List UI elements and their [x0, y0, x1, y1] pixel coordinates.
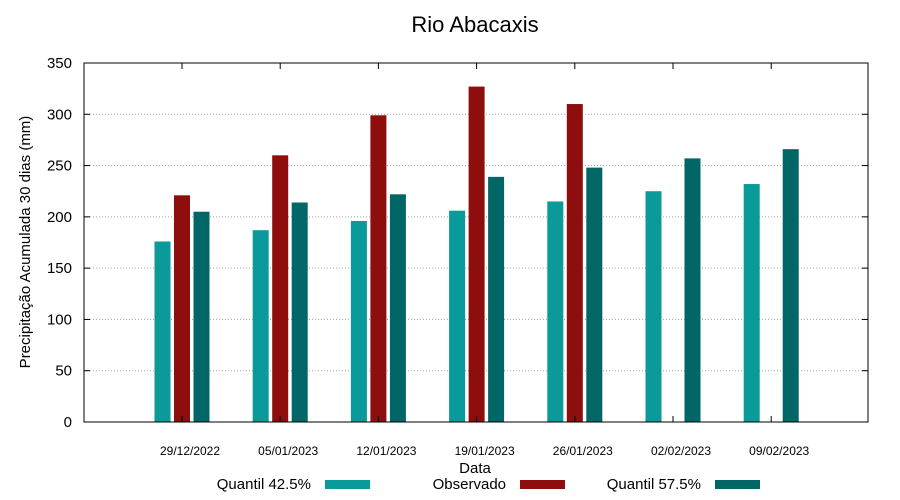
- legend-swatch: [715, 480, 760, 489]
- chart-title: Rio Abacaxis: [411, 12, 538, 37]
- legend: Quantil 42.5% Observado Quantil 57.5%: [217, 476, 760, 493]
- y-tick-label: 150: [47, 260, 72, 277]
- bar: [743, 184, 760, 422]
- bar: [684, 158, 701, 423]
- x-tick-label: 29/12/2022: [160, 444, 220, 458]
- bar: [389, 194, 406, 422]
- bar: [193, 211, 210, 422]
- x-tick-label: 02/02/2023: [651, 444, 711, 458]
- y-tick-label: 200: [47, 209, 72, 226]
- bar: [468, 86, 485, 422]
- x-tick-label: 26/01/2023: [553, 444, 613, 458]
- y-tick-label: 50: [55, 363, 72, 380]
- y-tick-label: 100: [47, 311, 72, 328]
- bar: [154, 241, 171, 422]
- bar: [566, 104, 583, 423]
- bar: [291, 202, 308, 422]
- y-tick-label: 0: [64, 414, 72, 431]
- legend-label: Observado: [433, 476, 506, 493]
- plot-frame: [83, 62, 869, 423]
- bar: [645, 191, 662, 422]
- legend-swatch: [325, 480, 370, 489]
- y-axis: 0 50 100 150 200 250 300 350: [47, 55, 868, 431]
- bar: [547, 201, 564, 422]
- y-tick-label: 250: [47, 158, 72, 175]
- legend-label: Quantil 57.5%: [607, 476, 701, 493]
- x-tick-label: 05/01/2023: [258, 444, 318, 458]
- legend-label: Quantil 42.5%: [217, 476, 311, 493]
- bar: [586, 167, 603, 422]
- y-axis-label: Precipitação Acumulada 30 dias (mm): [17, 116, 34, 369]
- bar: [449, 210, 466, 422]
- bar: [370, 115, 387, 422]
- x-axis-label: Data: [459, 460, 491, 477]
- bar: [272, 155, 289, 423]
- x-tick-label: 09/02/2023: [749, 444, 809, 458]
- bar: [782, 149, 799, 422]
- legend-swatch: [520, 480, 565, 489]
- y-tick-label: 350: [47, 55, 72, 72]
- bars: [154, 86, 799, 423]
- bar: [488, 176, 505, 422]
- x-tick-label: 12/01/2023: [356, 444, 416, 458]
- bar: [174, 195, 190, 422]
- x-tick-label: 19/01/2023: [455, 444, 515, 458]
- x-axis: 29/12/2022 05/01/2023 12/01/2023 19/01/2023…: [160, 63, 810, 458]
- y-tick-label: 300: [47, 106, 72, 123]
- bar: [350, 220, 367, 422]
- bar: [252, 230, 269, 422]
